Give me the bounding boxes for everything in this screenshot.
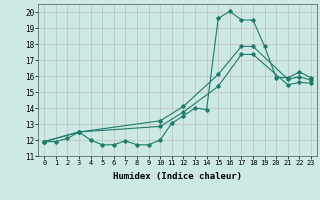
- X-axis label: Humidex (Indice chaleur): Humidex (Indice chaleur): [113, 172, 242, 181]
